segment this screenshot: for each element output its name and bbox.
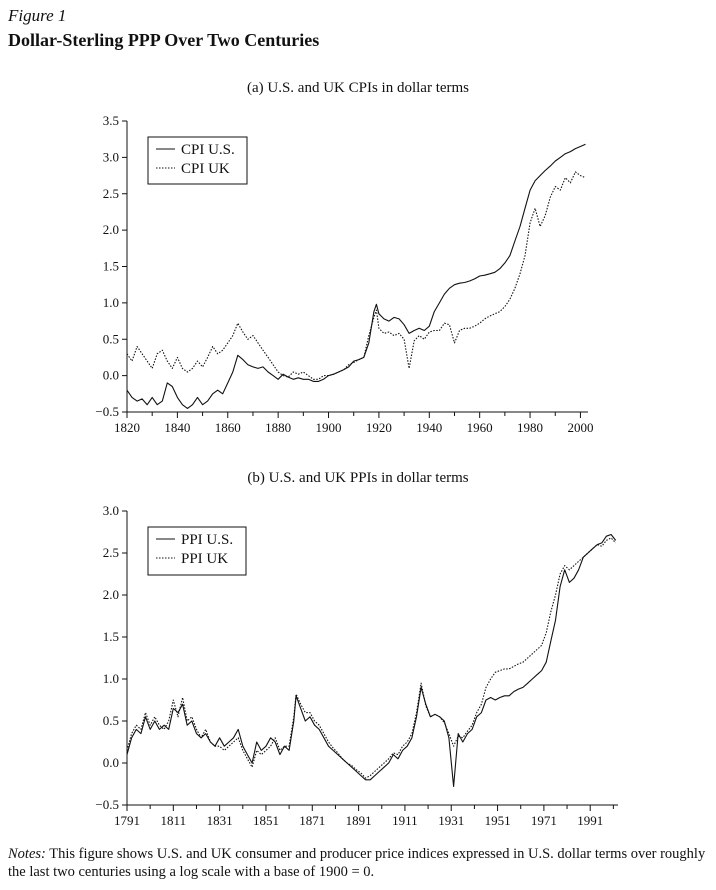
y-tick-label: −0.5 [95,404,119,419]
x-tick-label: 1891 [346,813,372,828]
figure-title: Dollar-Sterling PPP Over Two Centuries [8,30,320,50]
x-tick-label: 1791 [114,813,140,828]
y-tick-label: 1.5 [103,629,119,644]
y-tick-label: 0.0 [103,368,119,383]
legend-label: PPI UK [181,551,228,567]
panel-b-title: (b) U.S. and UK PPIs in dollar terms [247,470,469,486]
legend-box [147,136,248,185]
y-tick-label: 2.5 [103,545,119,560]
legend-box [147,526,247,576]
x-tick-label: 1940 [416,420,442,435]
legend-label: CPI UK [181,161,230,177]
x-tick-label: 1971 [531,813,557,828]
x-tick-label: 1900 [316,420,342,435]
y-tick-label: 2.5 [103,186,119,201]
y-tick-label: 2.0 [103,587,119,602]
series-line-dotted [126,537,617,779]
figure-label: Figure 1 [8,6,67,25]
notes-label: Notes: [8,846,46,862]
notes-text: This figure shows U.S. and UK consumer a… [8,846,706,880]
chart-canvas: −0.5 0.0 0.5 1.0 1.5 2.0 2.5 3.0 3.5 1820 1840 1860… [95,113,618,828]
y-tick-label: 2.0 [103,222,119,237]
x-tick-label: 1980 [517,420,543,435]
x-tick-label: 1871 [299,813,325,828]
legend-label: PPI U.S. [181,532,233,548]
panel-a-title: (a) U.S. and UK CPIs in dollar terms [246,80,470,96]
x-tick-label: 1880 [265,420,291,435]
y-tick-label: −0.5 [95,797,119,812]
x-tick-label: 1931 [438,813,464,828]
y-tick-label: 0.5 [103,713,119,728]
x-tick-label: 1860 [215,420,241,435]
x-tick-label: 1831 [207,813,233,828]
y-tick-label: 0.5 [103,331,119,346]
x-tick-label: 1851 [253,813,279,828]
x-tick-label: 1820 [114,420,140,435]
y-tick-label: 0.0 [103,755,119,770]
x-tick-label: 1911 [392,813,418,828]
x-tick-label: 1960 [467,420,493,435]
y-tick-label: 1.0 [103,671,119,686]
x-tick-label: 1991 [577,813,603,828]
x-tick-label: 1920 [366,420,392,435]
y-tick-label: 3.0 [103,149,119,164]
y-tick-label: 3.5 [103,113,119,128]
x-tick-label: 2000 [567,420,593,435]
y-tick-label: 1.5 [103,259,119,274]
figure-notes: Notes: This figure shows U.S. and UK con… [8,845,708,881]
series-line-dotted [126,171,586,380]
y-tick-label: 3.0 [103,503,119,518]
x-tick-label: 1840 [164,420,190,435]
legend-label: CPI U.S. [181,142,235,158]
x-tick-label: 1811 [161,813,187,828]
x-tick-label: 1951 [485,813,511,828]
y-tick-label: 1.0 [103,295,119,310]
